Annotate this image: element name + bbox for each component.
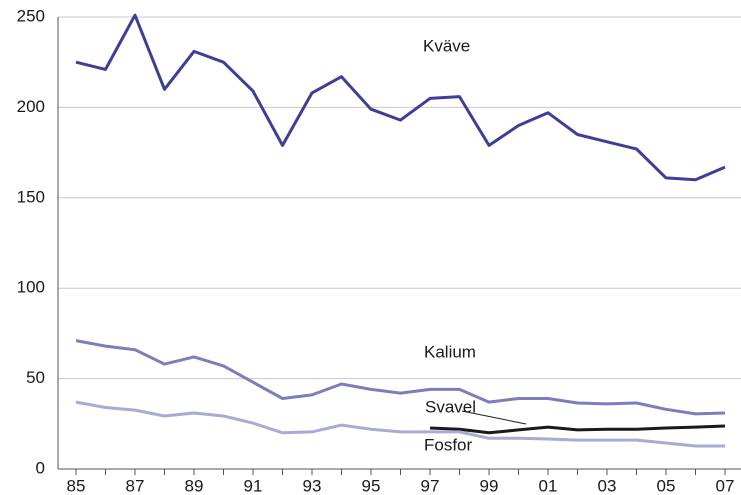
series-line	[75, 400, 725, 448]
series-label: Kalium	[424, 342, 476, 361]
x-tick-label: 89	[185, 476, 204, 495]
series-label: Svavel	[425, 397, 476, 416]
x-tick-label: 01	[539, 476, 558, 495]
series-label: Fosfor	[424, 435, 473, 454]
x-tick-label: 87	[126, 476, 145, 495]
x-tick-label: 99	[480, 476, 499, 495]
y-tick-label: 50	[26, 368, 45, 387]
x-tick-label: 93	[303, 476, 322, 495]
x-tick-label: 85	[67, 476, 86, 495]
x-tick-label: 91	[244, 476, 263, 495]
series-line	[75, 339, 726, 416]
y-tick-label: 200	[17, 97, 45, 116]
x-tick-label: 03	[598, 476, 617, 495]
series-line	[75, 13, 726, 182]
x-tick-label: 97	[421, 476, 440, 495]
y-tick-label: 0	[36, 458, 45, 477]
x-tick-label: 07	[716, 476, 735, 495]
y-tick-label: 150	[17, 187, 45, 206]
x-tick-label: 95	[362, 476, 381, 495]
series-line	[429, 424, 726, 435]
y-tick-label: 100	[17, 278, 45, 297]
x-tick-label: 05	[657, 476, 676, 495]
y-tick-label: 250	[17, 6, 45, 25]
leader-line	[461, 410, 527, 425]
series-label: Kväve	[423, 36, 470, 55]
